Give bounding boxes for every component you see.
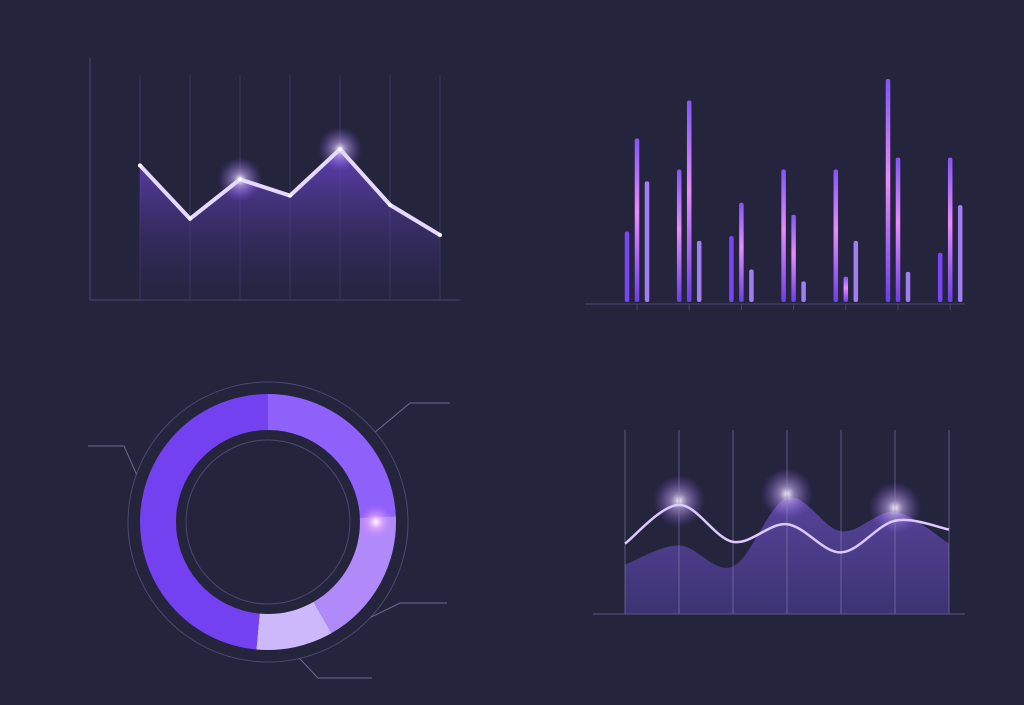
donut-chart <box>88 381 450 679</box>
bar-7-series-1 <box>937 252 943 302</box>
line-series <box>624 503 950 554</box>
bar-5-series-2 <box>843 276 849 302</box>
bar-5-series-1 <box>833 169 839 302</box>
bar-2-series-2 <box>686 100 692 303</box>
leader-line-4 <box>88 445 137 475</box>
data-point-1 <box>138 163 142 168</box>
bar-3-series-1 <box>729 236 734 302</box>
leader-line-1 <box>374 402 450 433</box>
inner-ring <box>185 439 351 605</box>
data-point-4 <box>288 193 292 198</box>
area-chart <box>593 430 965 615</box>
bar-2-series-1 <box>676 169 682 302</box>
line-chart <box>89 58 460 301</box>
slice-18pct <box>313 516 396 634</box>
bar-4-series-3 <box>801 281 806 302</box>
bar-1-series-3 <box>644 181 650 302</box>
data-point-5 <box>338 147 342 152</box>
line-area-fill <box>140 149 440 300</box>
bar-7-series-2 <box>947 157 953 302</box>
leader-line-3 <box>299 658 372 679</box>
bar-2-series-3 <box>696 240 702 302</box>
bar-chart <box>585 79 965 310</box>
bar-1-series-2 <box>634 138 640 302</box>
bar-4-series-1 <box>781 169 786 302</box>
bar-6-series-1 <box>885 79 891 302</box>
leader-line-2 <box>370 602 447 618</box>
slice-25pct <box>268 394 396 518</box>
outer-ring <box>127 381 409 663</box>
bar-4-series-2 <box>791 214 796 302</box>
data-point-6 <box>388 202 392 207</box>
slice-glow <box>358 504 394 540</box>
bar-6-series-3 <box>905 271 911 302</box>
bar-7-series-3 <box>957 205 963 302</box>
slice-50pct <box>139 394 268 650</box>
bar-3-series-2 <box>739 202 744 302</box>
bar-5-series-3 <box>853 240 859 302</box>
bar-1-series-1 <box>624 231 630 302</box>
data-point-2 <box>188 216 192 221</box>
bar-6-series-2 <box>895 157 901 302</box>
data-point-3 <box>238 177 242 182</box>
slice-10pct <box>256 601 332 650</box>
bar-3-series-3 <box>749 269 754 302</box>
data-point-7 <box>438 233 442 238</box>
